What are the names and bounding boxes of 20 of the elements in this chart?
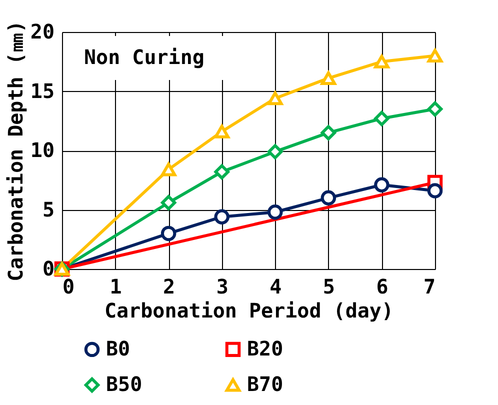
legend-label: B0 <box>106 336 130 360</box>
x-axis-title: Carbonation Period (day) <box>104 298 394 322</box>
x-tick-label: 3 <box>216 274 228 298</box>
x-tick-label: 7 <box>423 274 436 298</box>
x-tick-label: 6 <box>376 274 388 298</box>
y-tick-label: 5 <box>42 197 54 222</box>
x-tick-label: 5 <box>322 274 335 298</box>
y-tick-label: 20 <box>30 20 54 44</box>
y-tick-label: 15 <box>30 78 54 103</box>
annotation: Non Curing <box>84 45 204 69</box>
legend-label: B70 <box>247 372 284 396</box>
x-tick-label: 4 <box>270 274 282 298</box>
y-axis-title: Carbonation Depth (㎜) <box>3 20 28 282</box>
legend-label: B20 <box>247 336 284 360</box>
legend-label: B50 <box>106 372 142 396</box>
y-tick-label: 0 <box>42 256 54 280</box>
x-tick-label: 1 <box>110 274 122 298</box>
y-tick-label: 10 <box>30 138 54 162</box>
x-tick-label: 0 <box>62 274 75 298</box>
x-tick-label: 2 <box>163 274 176 298</box>
